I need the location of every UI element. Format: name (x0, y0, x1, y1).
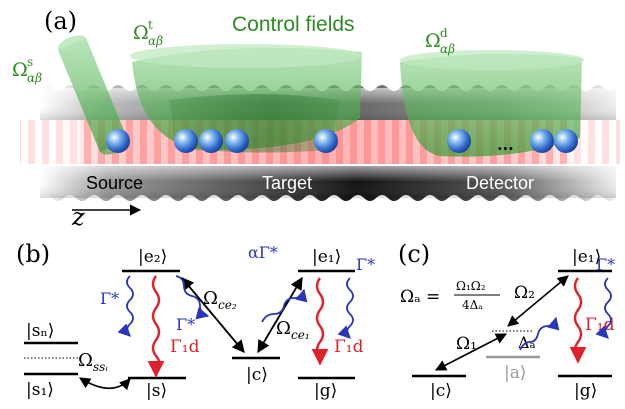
omega-t-symbol: Ω (133, 22, 149, 44)
omega-t-sub: αβ (148, 34, 163, 48)
label-e1: |e₁⟩ (312, 247, 341, 267)
omega-2-label: Ω₂ (514, 283, 535, 303)
arrow-omega-2 (507, 275, 569, 327)
region-detector: Detector (466, 173, 534, 193)
arrow-s1-s (79, 377, 131, 391)
omega-s-label: Ω s αβ (12, 55, 42, 85)
panel-b-label: (b) (16, 240, 50, 268)
decay-c-blue-in (519, 316, 560, 351)
gamma-1d-e2: Γ₁d (170, 337, 200, 357)
omega-d-sub: αβ (440, 42, 455, 56)
decay-gamma-star-e2-right (175, 275, 210, 320)
omega-d-sup: d (440, 26, 448, 40)
label-s: |s⟩ (146, 381, 167, 401)
omega-s-sup: s (27, 55, 33, 69)
label-c-e1: |e₁⟩ (572, 247, 601, 267)
label-c: |c⟩ (246, 365, 268, 385)
gamma-star-c: Γ* (596, 255, 615, 274)
panel-a-label: (a) (44, 7, 77, 35)
atom (447, 129, 471, 153)
omega-ce2-sub: ce₂ (218, 298, 237, 312)
alpha-gamma-star: αΓ* (248, 243, 278, 262)
gamma-star-e2-left: Γ* (100, 289, 119, 308)
decay-gamma-star-e2-left (117, 275, 134, 337)
label-e2: |e₂⟩ (138, 247, 167, 267)
arrow-e2-c (181, 277, 245, 353)
omega-ce1-symbol: Ω (276, 318, 291, 339)
panel-b: (b) |e₂⟩ |e₁⟩ |sₙ⟩ |s₁⟩ |s⟩ |c⟩ |g⟩ Ω ce… (16, 240, 375, 401)
omega-ce1-label: Ω ce₁ (276, 318, 310, 342)
control-fields-title: Control fields (232, 13, 355, 36)
arrow-omega-1 (435, 333, 507, 371)
panel-c-label: (c) (398, 240, 430, 268)
decay-c-gamma-1d (569, 277, 587, 364)
formula-numerator: Ω₁Ω₂ (456, 279, 486, 293)
panel-a: ... (a) Control fields Ω s αβ Ω t αβ Ω d… (12, 7, 620, 231)
lattice-fade-left (20, 120, 80, 164)
ellipsis: ... (497, 135, 514, 154)
atom (554, 129, 578, 153)
decay-c-gamma-star (595, 277, 612, 339)
label-c-c: |c⟩ (430, 381, 452, 401)
atom (199, 129, 223, 153)
omega-t-sup: t (148, 18, 153, 32)
decay-alpha-gamma-star (261, 288, 308, 323)
axis-z-label: z (71, 203, 85, 231)
decay-gamma-star-e1 (337, 277, 354, 339)
omega-ce2-symbol: Ω (203, 288, 218, 309)
atom (106, 129, 130, 153)
omega-ce2-label: Ω ce₂ (203, 288, 237, 312)
formula-lhs: Ωₐ = (400, 287, 440, 307)
label-c-a: |a⟩ (504, 363, 527, 383)
panel-c: (c) Ωₐ = Ω₁Ω₂ 4Δₐ |e₁⟩ |c⟩ |a⟩ |g⟩ Ω₁ Ω₂… (398, 240, 615, 401)
arrow-c-e1 (257, 276, 303, 354)
omega-ss-sub: ssᵢ (93, 360, 108, 374)
label-c-g: |g⟩ (574, 381, 597, 401)
gamma-1d-e1: Γ₁d (334, 337, 364, 357)
label-s1: |s₁⟩ (26, 380, 54, 400)
decay-gamma-1d-e2 (147, 275, 165, 378)
atom (225, 129, 249, 153)
omega-s-symbol: Ω (12, 59, 28, 81)
bottom-fiber-shade (40, 166, 616, 198)
gamma-star-e1: Γ* (356, 255, 375, 274)
omega-ce1-sub: ce₁ (291, 328, 310, 342)
atom (174, 129, 198, 153)
atom (530, 129, 554, 153)
gamma-star-e2-right: Γ* (176, 315, 195, 334)
omega-s-sub: αβ (27, 71, 42, 85)
label-g: |g⟩ (314, 381, 337, 401)
region-source: Source (86, 173, 143, 193)
omega-1-label: Ω₁ (456, 334, 477, 354)
decay-gamma-1d-e1 (311, 277, 329, 366)
atom (314, 129, 338, 153)
label-sn: |sₙ⟩ (26, 321, 54, 341)
formula-denominator: 4Δₐ (462, 298, 483, 312)
atoms (106, 129, 578, 153)
region-target: Target (262, 173, 312, 193)
omega-t-label: Ω t αβ (133, 18, 163, 48)
omega-ss-symbol: Ω (78, 350, 93, 371)
omega-d-symbol: Ω (425, 30, 441, 52)
omega-ss-label: Ω ssᵢ (78, 350, 108, 374)
omega-d-label: Ω d αβ (425, 26, 455, 56)
